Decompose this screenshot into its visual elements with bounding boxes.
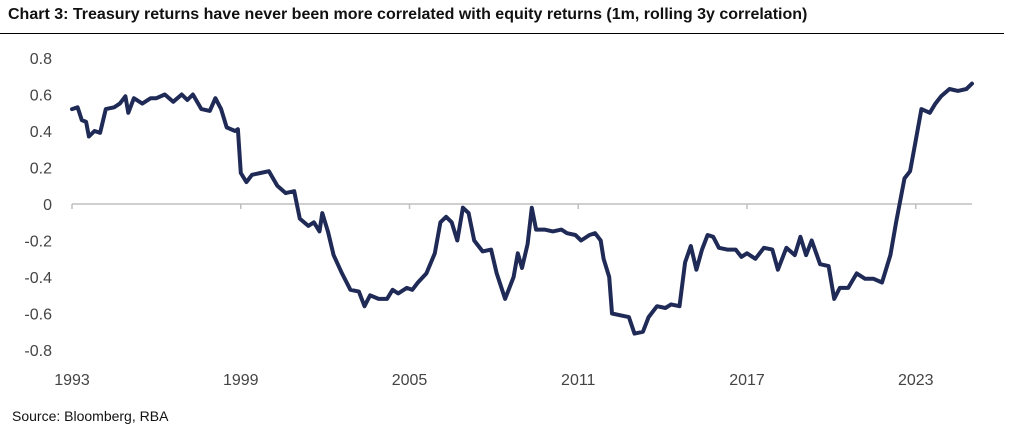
x-tick-label: 2017 bbox=[729, 372, 765, 389]
x-tick-label: 2011 bbox=[561, 372, 596, 389]
series-layer bbox=[70, 81, 974, 336]
y-tick-label: -0.8 bbox=[24, 343, 52, 360]
x-axis: 1993 1999 2005 2011 2017 2023 bbox=[54, 203, 972, 389]
y-tick-label: -0.6 bbox=[24, 307, 52, 324]
y-tick-label: 0.8 bbox=[30, 51, 52, 68]
title-divider bbox=[0, 33, 1004, 34]
y-tick-label: 0.6 bbox=[30, 88, 52, 105]
y-tick-label: 0.4 bbox=[30, 124, 52, 141]
x-tick-label: 1999 bbox=[223, 372, 259, 389]
y-axis-tick-labels: 0.8 0.6 0.4 0.2 0 -0.2 -0.4 -0.6 -0.8 bbox=[24, 51, 52, 360]
series-line bbox=[70, 81, 974, 336]
source-note: Source: Bloomberg, RBA bbox=[12, 408, 169, 424]
y-tick-label: -0.2 bbox=[24, 234, 52, 251]
x-tick-label: 2023 bbox=[898, 372, 934, 389]
x-tick-label: 1993 bbox=[54, 372, 90, 389]
y-tick-label: 0.2 bbox=[30, 161, 52, 178]
y-tick-label: -0.4 bbox=[24, 270, 52, 287]
y-tick-label: 0 bbox=[43, 197, 52, 214]
x-tick-label: 2005 bbox=[392, 372, 428, 389]
chart-title: Chart 3: Treasury returns have never bee… bbox=[8, 6, 808, 23]
